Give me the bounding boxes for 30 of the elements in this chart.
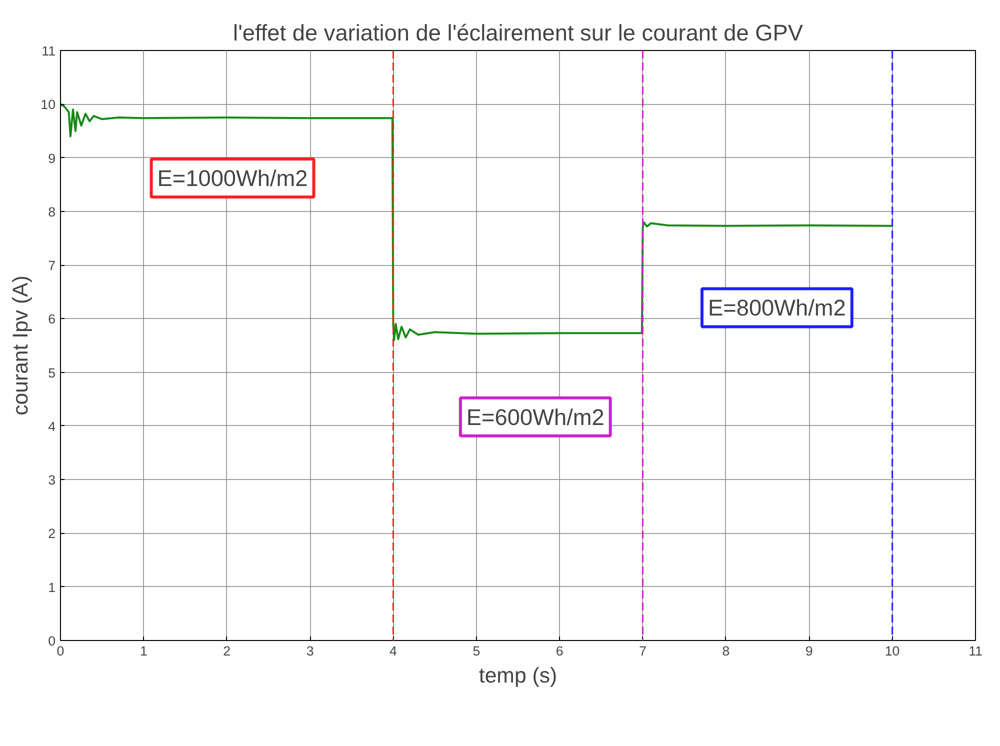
y-tick-label: 5 (48, 365, 56, 380)
annotation: E=600Wh/m2 (466, 404, 604, 430)
y-tick-label: 10 (40, 97, 56, 112)
x-tick-label: 8 (722, 644, 730, 658)
x-tick-label: 2 (223, 644, 231, 658)
y-tick-label: 11 (42, 44, 56, 58)
x-tick-label: 4 (390, 644, 398, 658)
y-axis-title: courant Ipv (A) (8, 276, 33, 416)
y-tick-label: 7 (48, 258, 56, 274)
line-series (60, 103, 894, 342)
y-tick-label: 8 (48, 204, 56, 220)
annotation: E=1000Wh/m2 (157, 164, 308, 191)
x-tick-label: 1 (140, 644, 148, 658)
y-tick-label: 6 (48, 312, 56, 327)
y-tick-label: 0 (48, 634, 56, 648)
y-tick-label: 9 (48, 150, 56, 166)
x-tick-label: 3 (306, 644, 314, 658)
chart-title: l'effet de variation de l'éclairement sur le courant de GPV (233, 20, 804, 46)
x-tick-label: 10 (884, 644, 900, 658)
x-tick-label: 9 (805, 644, 813, 658)
x-axis-title: temp (s) (478, 664, 558, 688)
x-tick-label: 6 (556, 644, 564, 658)
y-tick-label: 2 (48, 526, 56, 542)
y-tick-label: 1 (48, 580, 56, 595)
x-tick-label: 5 (472, 644, 480, 658)
annotation: E=800Wh/m2 (708, 294, 846, 321)
x-tick-label: 7 (639, 644, 646, 658)
x-tick-label: 11 (968, 644, 982, 658)
y-tick-label: 4 (48, 418, 56, 434)
y-tick-label: 3 (48, 472, 56, 488)
